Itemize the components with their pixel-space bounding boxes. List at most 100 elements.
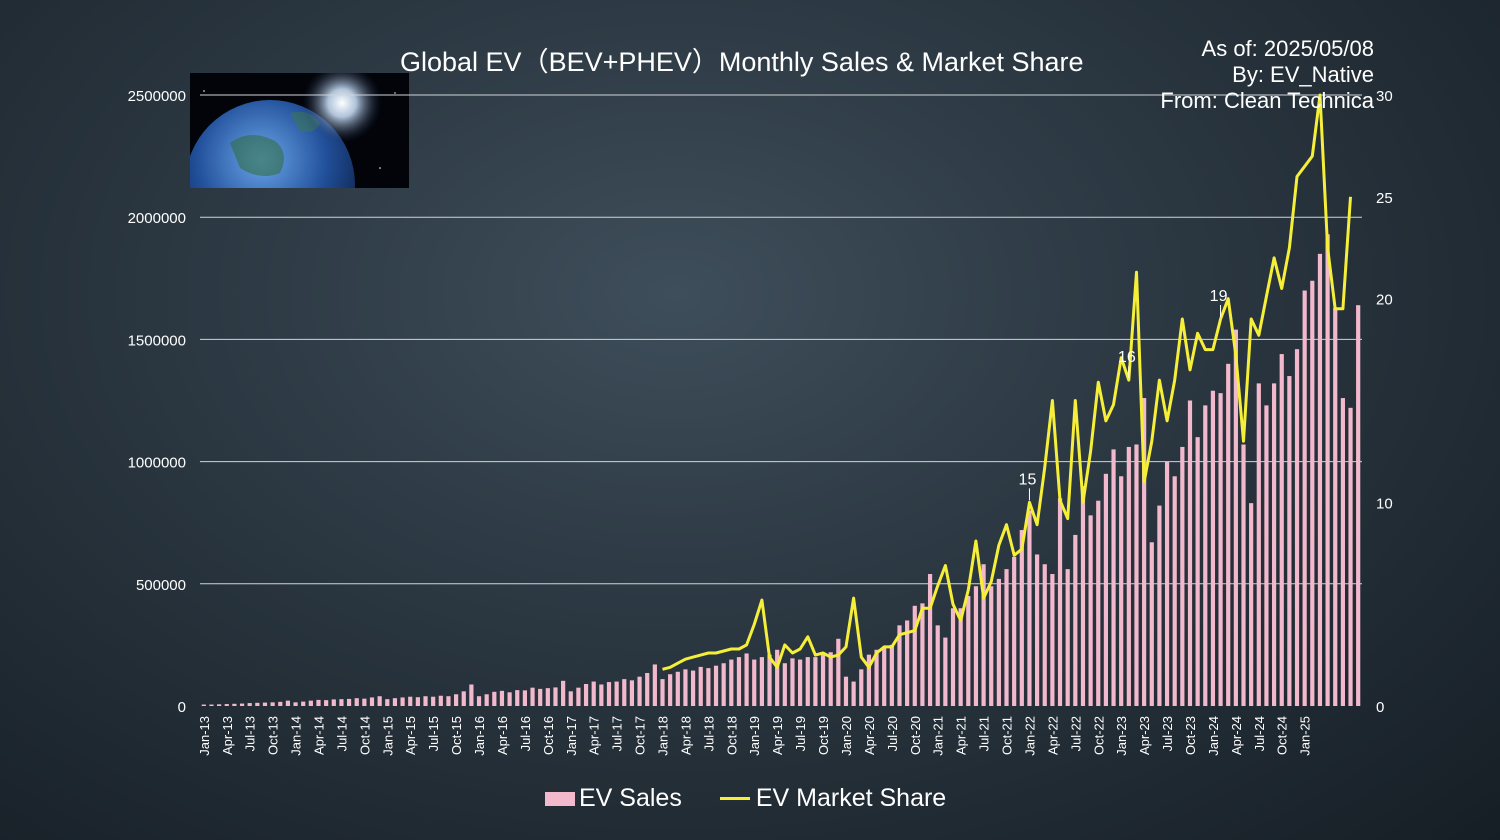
sales-bar [1042, 564, 1047, 706]
x-tick-label: Oct-17 [633, 716, 648, 755]
x-tick-label: Apr-15 [403, 716, 418, 755]
x-tick-label: Apr-18 [678, 716, 693, 755]
y-left-tick-label: 0 [178, 699, 186, 716]
sales-bar [469, 684, 474, 706]
sales-bar [553, 687, 558, 706]
sales-bar [889, 644, 894, 706]
sales-bar [331, 699, 336, 706]
sales-bar [538, 688, 543, 706]
x-tick-label: Jul-21 [977, 716, 992, 751]
sales-bar [790, 658, 795, 706]
sales-bar [629, 680, 635, 706]
y-right-tick-label: 0 [1376, 699, 1384, 716]
y-right-tick-label: 20 [1376, 292, 1393, 309]
source-credit: From: Clean Technica [1160, 88, 1374, 113]
x-tick-label: Oct-14 [357, 716, 372, 755]
sales-bar [308, 700, 313, 706]
x-tick-label: Apr-19 [770, 716, 785, 755]
sales-bar [767, 654, 772, 706]
earth-image [190, 73, 409, 188]
sales-bar [346, 698, 352, 706]
sales-bar [431, 696, 436, 706]
sales-bar [752, 659, 757, 706]
x-tick-label: Apr-23 [1137, 716, 1152, 755]
sales-bar [805, 657, 810, 706]
x-tick-label: Apr-24 [1229, 716, 1244, 755]
sales-bar [943, 637, 948, 706]
sales-bar [400, 697, 405, 706]
x-tick-label: Apr-21 [954, 716, 969, 755]
x-tick-label: Jul-22 [1068, 716, 1083, 751]
sales-bar [813, 657, 818, 706]
sales-bar [1249, 503, 1254, 706]
sales-bar [1111, 449, 1116, 706]
sales-bar [247, 703, 252, 706]
sales-bar [507, 692, 512, 706]
sales-bar [1287, 376, 1292, 706]
sales-bar [576, 687, 581, 706]
annotation-label: 15 [1019, 471, 1037, 488]
sales-bar [683, 669, 688, 706]
sales-bar [698, 666, 703, 706]
sales-bar [905, 620, 910, 706]
sales-bar [897, 625, 902, 706]
sales-bar [1073, 534, 1078, 706]
sales-bar [744, 653, 749, 706]
sales-bar [920, 603, 925, 706]
sales-bar [339, 699, 344, 706]
sales-bar [981, 564, 986, 706]
sales-bar [645, 673, 650, 706]
sales-bar [1172, 476, 1177, 706]
sales-bar [262, 702, 268, 706]
sales-bar [606, 682, 612, 706]
x-tick-label: Apr-16 [495, 716, 510, 755]
legend-label-share: EV Market Share [755, 784, 947, 812]
sales-bar [1203, 405, 1208, 706]
sales-bar [301, 701, 306, 706]
sales-bar [721, 663, 726, 706]
sales-bar [798, 659, 803, 706]
sales-bar [1256, 383, 1261, 706]
sales-bar [217, 704, 222, 706]
x-tick-label: Apr-20 [862, 716, 877, 755]
sales-bar [568, 691, 573, 706]
sales-bar [1279, 354, 1284, 706]
sales-bar [583, 684, 589, 706]
x-tick-label: Oct-13 [266, 716, 281, 755]
legend: EV Sales EV Market Share [545, 784, 984, 813]
sales-bar [1126, 446, 1131, 706]
sales-bar [461, 691, 466, 706]
sales-bar [1187, 400, 1193, 706]
x-tick-label: Jan-14 [289, 716, 304, 756]
x-tick-label: Jan-15 [380, 716, 395, 756]
x-tick-label: Jul-17 [610, 716, 625, 751]
sales-bar [522, 690, 528, 706]
y-right-tick-label: 30 [1376, 88, 1393, 105]
sales-bar [775, 649, 780, 706]
sales-bar [377, 696, 382, 706]
x-tick-label: Oct-19 [816, 716, 831, 755]
sales-bar [1233, 329, 1238, 706]
x-tick-label: Apr-13 [220, 716, 235, 755]
sales-bar [278, 701, 283, 706]
sales-bar [1088, 515, 1093, 706]
sales-bar [927, 574, 933, 706]
sales-bar [736, 657, 742, 706]
sales-bar [973, 586, 979, 706]
sales-bar [316, 699, 321, 706]
x-tick-label: Jan-19 [747, 716, 762, 756]
sales-bar [1264, 405, 1269, 706]
legend-swatch-share [719, 797, 750, 800]
sales-bar [201, 704, 206, 706]
sales-bar [782, 663, 787, 706]
sales-bar [950, 608, 956, 706]
sales-bar [843, 676, 849, 706]
sales-bar [591, 681, 596, 706]
sales-bar [859, 669, 864, 706]
sales-bar [1142, 398, 1147, 706]
sales-bar [1348, 407, 1353, 706]
sales-bar [1180, 446, 1185, 706]
earth-icon [190, 73, 409, 188]
